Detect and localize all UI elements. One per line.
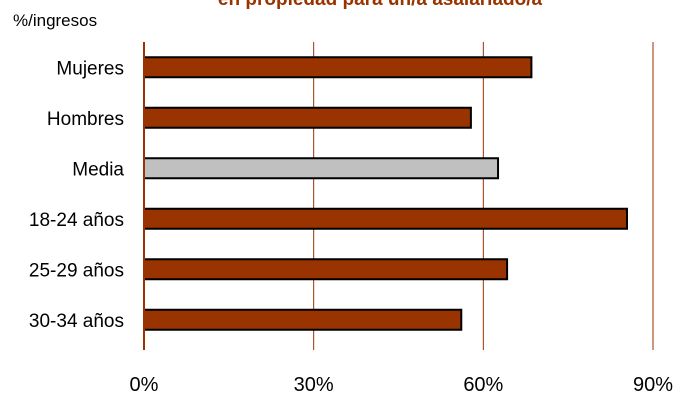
bar — [143, 308, 463, 331]
bars — [143, 56, 628, 331]
bar — [143, 258, 509, 281]
bar — [143, 106, 472, 129]
x-tick-label: 0% — [130, 374, 159, 396]
x-tick-label: 90% — [633, 374, 673, 396]
category-labels: Mujeres Hombres Media 18-24 años 25-29 años 3… — [29, 58, 125, 332]
category-label: Mujeres — [56, 58, 124, 79]
bar — [143, 56, 533, 79]
category-label: 18-24 años — [29, 210, 124, 231]
x-tick-labels: 0% 30% 60% 90% — [130, 374, 674, 396]
x-tick-label: 60% — [463, 374, 503, 396]
category-label: 30-34 años — [29, 311, 124, 332]
chart-title: en propiedad para un/a asalariado/a — [218, 0, 543, 10]
bar — [143, 157, 500, 180]
category-label: Hombres — [47, 109, 124, 130]
gridlines — [313, 42, 654, 350]
unit-label: %/ingresos — [13, 11, 97, 30]
bar — [143, 207, 628, 230]
category-label: 25-29 años — [29, 260, 124, 281]
category-label: Media — [72, 159, 124, 180]
x-tick-label: 30% — [294, 374, 334, 396]
